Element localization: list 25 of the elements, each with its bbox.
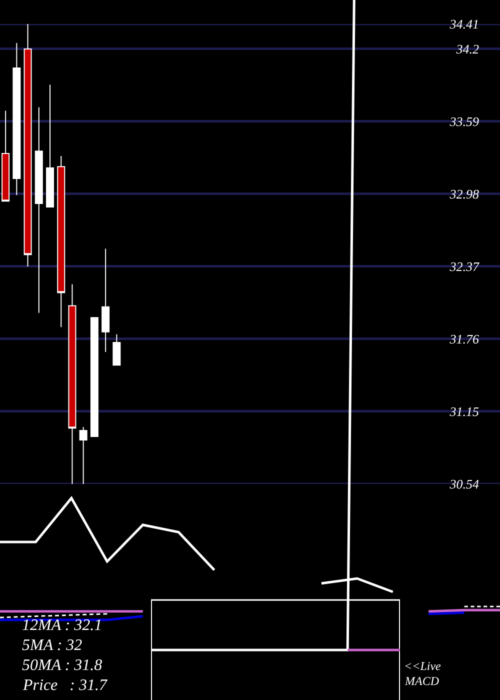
candlestick <box>102 248 110 353</box>
y-tick-label: 33.59 <box>448 114 480 130</box>
text: MACD <box>404 674 440 688</box>
candlestick <box>2 110 10 202</box>
y-tick-label: 32.37 <box>448 259 480 274</box>
candlestick <box>34 106 43 314</box>
candlestick <box>112 334 121 366</box>
candlestick <box>68 284 76 484</box>
text: Price : 31.7 <box>22 677 108 694</box>
y-tick-label: 30.54 <box>448 476 480 492</box>
text: <<Live <box>404 659 442 673</box>
text: 5MA : 32 <box>22 637 82 654</box>
candlestick <box>57 155 66 328</box>
y-tick-label: 31.76 <box>448 332 480 347</box>
text: 50MA : 31.8 <box>22 657 102 674</box>
candlestick <box>46 84 54 208</box>
y-tick-label: 34.41 <box>448 16 479 32</box>
y-tick-label: 32.98 <box>448 186 480 202</box>
candlestick <box>79 426 88 484</box>
annotation: 12MA : 32.1 <box>22 617 102 634</box>
candlestick <box>12 42 21 196</box>
y-tick-label: 31.15 <box>448 404 480 420</box>
candlestick <box>90 317 98 437</box>
y-tick-label: 34.2 <box>455 42 480 57</box>
candlestick <box>24 24 32 267</box>
